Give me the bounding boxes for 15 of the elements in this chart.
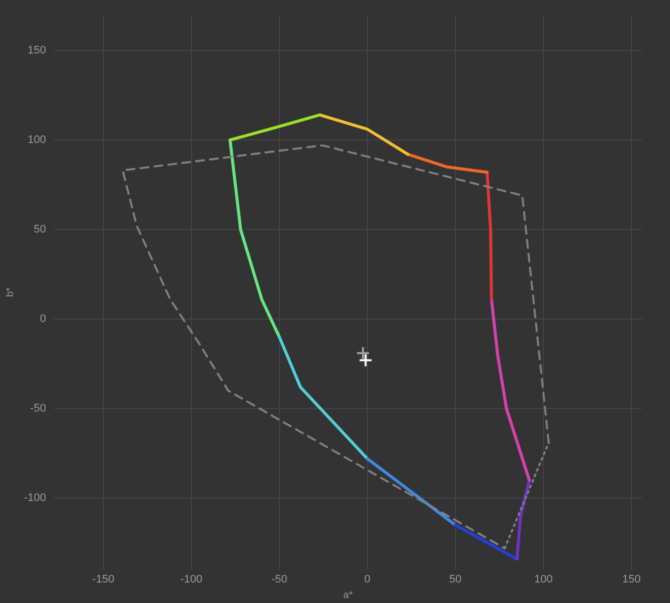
y-axis-title: b* <box>4 287 16 297</box>
x-tick-label: 150 <box>622 573 641 586</box>
x-tick-label: 100 <box>534 573 553 586</box>
x-tick-label: -50 <box>271 573 288 586</box>
y-tick-label: -100 <box>24 492 46 504</box>
x-axis-title: a* <box>343 590 353 601</box>
y-tick-label: 50 <box>34 224 46 236</box>
x-tick-label: -100 <box>180 573 202 586</box>
y-tick-label: 150 <box>28 44 46 56</box>
x-tick-label: -150 <box>92 573 114 586</box>
x-tick-label: 0 <box>364 573 370 586</box>
y-tick-label: 100 <box>28 134 46 146</box>
x-tick-label: 50 <box>449 573 462 586</box>
y-tick-label: -50 <box>30 402 46 415</box>
y-tick-label: 0 <box>40 313 46 326</box>
